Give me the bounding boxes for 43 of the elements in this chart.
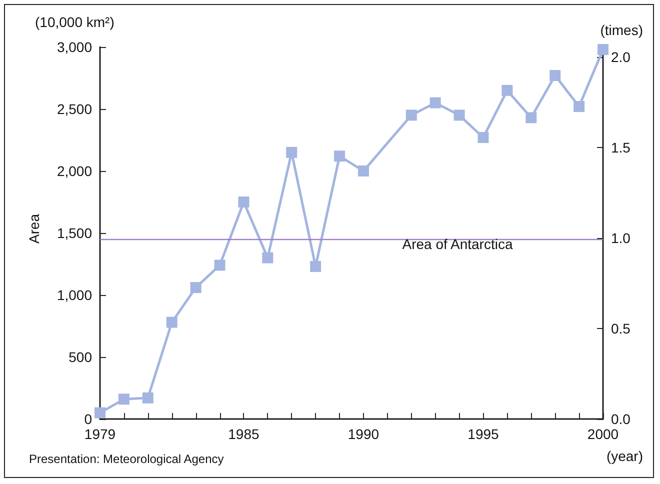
y-axis-title: Area bbox=[26, 214, 42, 244]
text: (10,000 km²) bbox=[35, 14, 114, 30]
y2-axis-title: (times) bbox=[600, 22, 644, 38]
point bbox=[190, 282, 202, 294]
y2-tick-label: 1.0 bbox=[611, 230, 631, 246]
point bbox=[142, 392, 154, 404]
point bbox=[406, 110, 417, 121]
point bbox=[214, 260, 226, 271]
y-tick-label: 500 bbox=[68, 349, 92, 365]
point bbox=[550, 70, 561, 82]
point bbox=[358, 166, 369, 176]
x-tick-label: 2000 bbox=[587, 426, 619, 442]
point bbox=[238, 196, 250, 208]
y2-tick-label: 2.0 bbox=[611, 48, 631, 65]
point bbox=[454, 110, 465, 121]
point bbox=[334, 150, 346, 162]
point bbox=[598, 44, 608, 55]
point bbox=[502, 84, 513, 96]
y-tick-label: 1,500 bbox=[56, 225, 92, 241]
x-axis-title: (year) bbox=[606, 448, 644, 464]
point bbox=[574, 101, 585, 112]
y2-tick-label: 1.5 bbox=[611, 139, 631, 156]
ref-line-label: Area of Antarctica bbox=[402, 236, 513, 252]
x-tick-label: 1979 bbox=[84, 426, 116, 442]
y-tick-label: 2,500 bbox=[56, 101, 92, 117]
point bbox=[310, 260, 322, 272]
y-tick-label: 3,000 bbox=[56, 39, 92, 55]
y2-tick-label: 0.5 bbox=[611, 320, 631, 336]
y-tick-label: 2,000 bbox=[56, 163, 92, 179]
point bbox=[118, 394, 130, 405]
x-tick-label: 1990 bbox=[348, 426, 380, 442]
text: Presentation: Meteorological Agency bbox=[29, 452, 224, 466]
point bbox=[286, 146, 298, 158]
point bbox=[262, 252, 274, 264]
point bbox=[478, 132, 489, 144]
point bbox=[166, 316, 178, 328]
y-tick-label: 0 bbox=[84, 411, 92, 427]
y-tick-label: 1,000 bbox=[56, 287, 92, 303]
x-tick-label: 1985 bbox=[228, 426, 260, 442]
x-tick-label: 1995 bbox=[468, 426, 500, 442]
point bbox=[430, 97, 441, 108]
point bbox=[526, 112, 537, 124]
y2-tick-label: 0.0 bbox=[611, 411, 631, 427]
